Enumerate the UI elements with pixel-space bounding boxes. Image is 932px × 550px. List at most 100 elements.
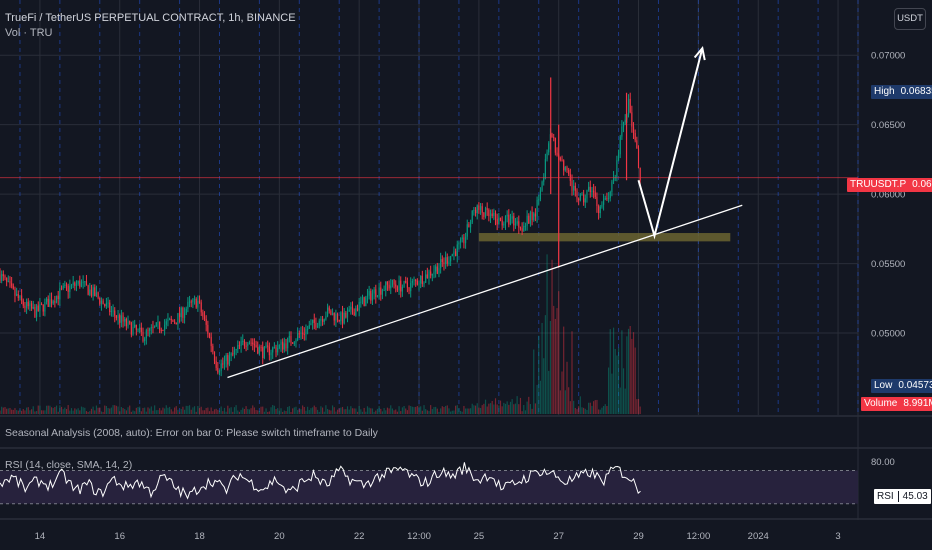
candle-body [295, 339, 297, 343]
candle-body [481, 206, 483, 213]
candle-body [606, 198, 608, 200]
candle-body [548, 143, 550, 153]
candle-body [611, 181, 613, 192]
candle-body [498, 217, 500, 225]
volume-bar [238, 411, 241, 414]
volume-bar [632, 332, 635, 414]
volume-bar [499, 400, 502, 414]
volume-bar [343, 409, 345, 414]
volume-bar [7, 408, 9, 414]
volume-bar [310, 408, 312, 414]
candle-body [174, 321, 176, 323]
chart-grid [0, 0, 932, 520]
volume-bar [147, 407, 149, 414]
y-tick-label: 0.05500 [871, 259, 905, 270]
volume-indicator-label[interactable]: Vol · TRU [5, 27, 53, 39]
volume-bar [273, 405, 275, 414]
candle-body [318, 320, 320, 326]
volume-bar [473, 405, 475, 414]
candle-body [435, 266, 437, 272]
volume-bar [102, 411, 104, 414]
candle-body [574, 185, 576, 191]
candle-body [428, 271, 430, 279]
volume-bar [57, 411, 59, 414]
volume-bar [375, 410, 377, 414]
candle-body [82, 281, 84, 283]
volume-bar [371, 408, 374, 414]
volume-bar [183, 409, 186, 414]
x-tick-label: 29 [633, 531, 644, 542]
candle-body [588, 186, 590, 191]
candle-body [591, 190, 593, 193]
volume-bar [441, 406, 443, 414]
volume-bar [415, 406, 417, 414]
volume-bar [9, 407, 11, 414]
candle-body [491, 213, 493, 217]
candle-body [155, 322, 157, 327]
x-tick-label: 20 [274, 531, 285, 542]
candle-body [233, 350, 236, 355]
volume-bar [192, 407, 194, 414]
volume-bar [351, 408, 354, 414]
candle-body [110, 311, 112, 313]
candle-body [16, 293, 18, 296]
volume-bar [24, 410, 26, 414]
volume-bar [603, 406, 605, 414]
candle-body [208, 333, 211, 337]
candle-body [551, 134, 553, 137]
volume-histogram [0, 254, 641, 414]
candle-body [445, 257, 447, 264]
candle-body [22, 300, 24, 306]
volume-bar [150, 406, 152, 414]
volume-bar [80, 406, 83, 414]
candle-body [44, 301, 46, 312]
candle-body [375, 289, 377, 297]
volume-bar [215, 408, 217, 414]
volume-bar [155, 410, 157, 414]
volume-bar [34, 411, 36, 414]
x-tick-label: 22 [354, 531, 365, 542]
candle-body [270, 352, 272, 356]
candle-body [31, 303, 33, 309]
candle-body [175, 322, 177, 325]
candle-body [463, 237, 465, 244]
volume-bar [212, 411, 214, 414]
currency-button[interactable]: USDT [894, 8, 926, 30]
volume-bar [390, 405, 392, 414]
candle-body [516, 221, 518, 224]
candle-body [225, 355, 227, 361]
candle-body [499, 217, 502, 221]
candle-body [297, 333, 299, 340]
volume-bar [295, 406, 297, 414]
volume-bar [514, 403, 517, 414]
candle-body [346, 311, 349, 318]
volume-bar [464, 408, 467, 414]
volume-bar [6, 408, 8, 414]
volume-bar [277, 408, 279, 414]
candle-body [21, 295, 23, 301]
volume-bar [627, 328, 630, 414]
seasonal-analysis-error[interactable]: Seasonal Analysis (2008, auto): Error on… [5, 427, 378, 439]
candle-body [100, 300, 103, 304]
drawing-annotations [0, 46, 858, 379]
candle-body [561, 159, 563, 161]
candle-body [446, 257, 448, 264]
candle-body [416, 280, 418, 285]
candle-body [190, 301, 192, 303]
rsi-indicator-title[interactable]: RSI (14, close, SMA, 14, 2) [5, 459, 133, 471]
symbol-title[interactable]: TrueFi / TetherUS PERPETUAL CONTRACT, 1h… [5, 12, 296, 24]
volume-bar [340, 407, 342, 414]
volume-bar [185, 405, 187, 414]
candle-body [42, 304, 44, 312]
candle-body [11, 283, 13, 286]
volume-bar [122, 408, 124, 414]
volume-bar [165, 405, 167, 414]
candle-body [35, 305, 38, 317]
candle-body [75, 283, 78, 286]
volume-bar [320, 406, 322, 414]
candle-body [45, 298, 48, 302]
volume-bar [19, 409, 21, 414]
candle-body [619, 136, 621, 155]
volume-bar [227, 405, 229, 414]
